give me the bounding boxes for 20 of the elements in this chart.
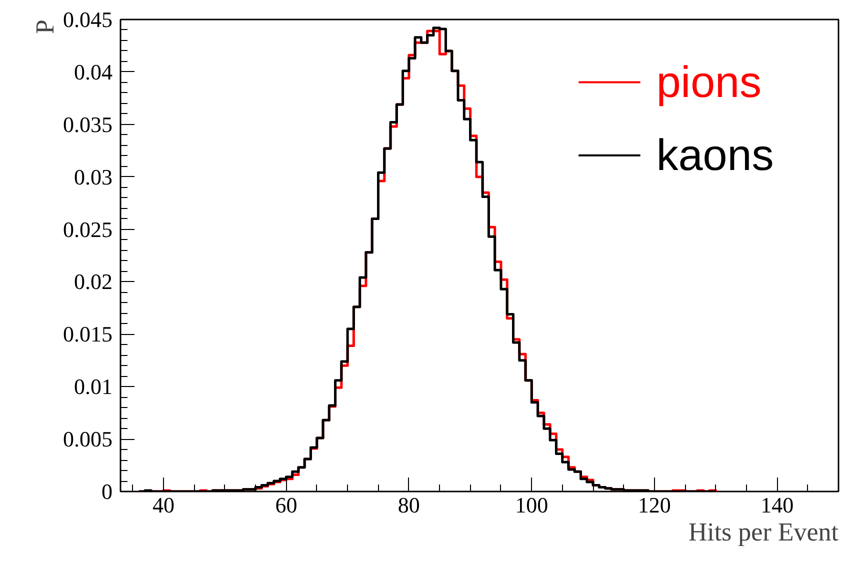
x-tick-label: 100 <box>515 492 548 518</box>
y-tick-label: 0.02 <box>74 269 112 294</box>
y-tick-label: 0.005 <box>63 426 112 452</box>
x-tick-label: 60 <box>275 492 298 518</box>
y-tick-label: 0.01 <box>74 374 112 400</box>
y-tick-label: 0.03 <box>74 164 112 190</box>
y-tick-label: 0.04 <box>74 59 112 84</box>
y-tick-label: 0.045 <box>63 7 112 32</box>
legend-label: pions <box>656 58 762 107</box>
x-tick-label: 140 <box>760 492 794 518</box>
x-tick-label: 40 <box>152 492 174 518</box>
y-tick-label: 0 <box>102 479 112 504</box>
y-tick-label: 0.015 <box>63 322 112 347</box>
x-axis-title: Hits per Event <box>688 518 840 546</box>
x-tick-label: 80 <box>398 492 420 518</box>
y-axis-title: P <box>30 19 60 34</box>
y-tick-label: 0.025 <box>63 216 112 242</box>
x-tick-label: 120 <box>638 492 671 518</box>
legend-label: kaons <box>656 130 774 180</box>
y-tick-label: 0.035 <box>63 112 112 137</box>
